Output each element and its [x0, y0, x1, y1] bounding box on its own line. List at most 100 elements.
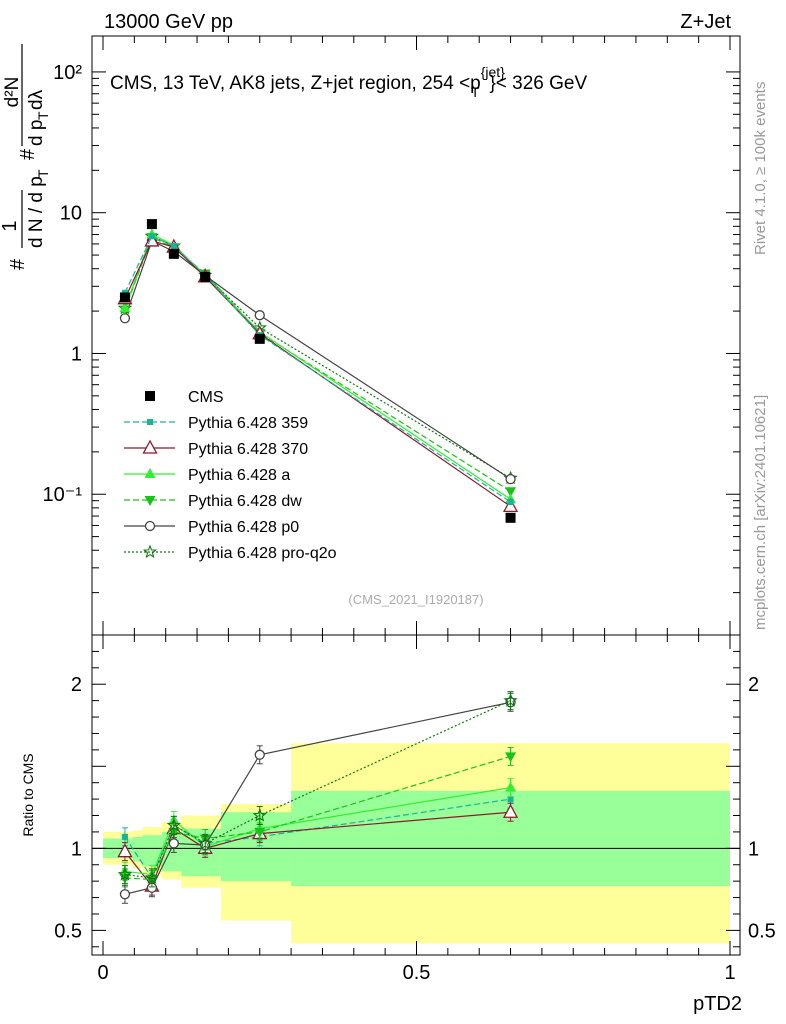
svg-text:#: # — [7, 258, 29, 270]
legend-label-a: Pythia 6.428 a — [188, 467, 290, 484]
svg-text:T: T — [35, 169, 51, 178]
svg-text:dλ: dλ — [26, 89, 47, 110]
series-p0 — [119, 235, 516, 485]
ratio-plot: 0 0.5 1 0.5 0.5 1 1 2 2 Ratio to CMS pTD2 — [20, 634, 776, 1015]
mcplots-label: mcplots.cern.ch [arXiv:2401.10621] — [752, 395, 769, 630]
ratio-y-tick-label-1: 1 — [71, 838, 82, 860]
series-p370 — [117, 232, 519, 513]
svg-text:d N / d p: d N / d p — [26, 176, 47, 248]
ratio-line-a — [124, 787, 511, 876]
ratio-y-tick-label-right-0: 0.5 — [748, 920, 776, 942]
ratio-point-a-5 — [505, 781, 517, 792]
point-p0-5 — [505, 473, 516, 485]
series-dw — [119, 233, 517, 498]
legend-marker-proq2o — [142, 544, 158, 559]
legend-label-p370: Pythia 6.428 370 — [188, 441, 308, 458]
main-y-tick-label-0: 10⁻¹ — [43, 484, 83, 506]
ratio-point-p0-4 — [254, 749, 265, 760]
point-data-0 — [119, 292, 130, 303]
ratio-point-p0-2 — [168, 838, 180, 849]
legend-item-proq2o: Pythia 6.428 pro-q2o — [124, 544, 337, 562]
ratio-point-dw-5 — [505, 752, 517, 763]
ratio-point-proq2o-5 — [503, 693, 518, 707]
legend-marker-dw — [144, 496, 156, 506]
point-p0-4 — [254, 310, 265, 321]
legend-marker-p0 — [144, 520, 156, 532]
main-plot: 10⁻¹ 1 10 10² CMS Pythia 6.428 359 Pythia 6.4… — [0, 35, 741, 636]
ratio-line-dw — [124, 755, 511, 881]
point-p370-5 — [502, 498, 519, 513]
legend-marker-data — [145, 391, 155, 401]
legend-label-data: CMS — [188, 389, 224, 406]
x-axis-label: pTD2 — [693, 993, 742, 1015]
legend-item-dw: Pythia 6.428 dw — [124, 493, 302, 510]
ratio-y-tick-label-0: 0.5 — [54, 920, 82, 942]
ratio-point-p359-0 — [121, 833, 128, 840]
legend-marker-a — [144, 468, 156, 478]
legend-label-p359: Pythia 6.428 359 — [188, 415, 308, 432]
point-data-2 — [168, 248, 179, 259]
main-y-tick-label-1: 1 — [71, 343, 82, 365]
svg-text:#: # — [17, 148, 39, 160]
legend-item-a: Pythia 6.428 a — [124, 467, 290, 484]
ratio-point-p0-0 — [119, 889, 131, 900]
main-y-tick-label-3: 10² — [53, 62, 82, 84]
legend-label-dw: Pythia 6.428 dw — [188, 493, 302, 510]
ratio-point-proq2o-3 — [198, 835, 213, 850]
point-a-0 — [119, 302, 131, 313]
legend-item-data: CMS — [145, 389, 224, 406]
rivet-label: Rivet 4.1.0, ≥ 100k events — [752, 82, 769, 255]
main-ylabel: # 1 d N / d p T # d²N d p T dλ — [0, 44, 51, 270]
band-inner-5 — [220, 812, 292, 882]
ratio-point-proq2o-1 — [144, 870, 160, 884]
band-inner-1 — [132, 836, 143, 862]
point-data-3 — [200, 271, 211, 282]
ratio-point-proq2o-0 — [117, 867, 133, 881]
band-inner-2 — [142, 835, 162, 867]
point-p359-2 — [170, 243, 177, 250]
ratio-point-proq2o-2 — [166, 817, 182, 832]
point-data-4 — [254, 333, 265, 344]
ratio-point-p370-5 — [502, 803, 519, 818]
header-left: 13000 GeV pp — [104, 11, 233, 33]
line-p370 — [124, 240, 511, 507]
svg-text:T: T — [35, 111, 51, 120]
x-tick-label-1: 0.5 — [403, 962, 431, 984]
line-p0 — [124, 240, 511, 480]
ratio-point-dw-4 — [254, 827, 266, 838]
ratio-series-proq2o — [117, 691, 518, 888]
series-a — [119, 228, 517, 504]
legend-item-p359: Pythia 6.428 359 — [124, 415, 308, 432]
main-title: CMS, 13 TeV, AK8 jets, Z+jet region, 254… — [110, 64, 587, 100]
reference-label: (CMS_2021_I1920187) — [348, 592, 483, 607]
ratio-point-p370-0 — [117, 843, 133, 858]
legend-item-p0: Pythia 6.428 p0 — [124, 519, 299, 536]
point-p359-1 — [148, 233, 155, 240]
legend: CMS Pythia 6.428 359 Pythia 6.428 370 Pythi… — [124, 389, 337, 562]
svg-text:d p: d p — [26, 120, 47, 146]
ratio-point-p359-5 — [507, 796, 514, 803]
point-p359-5 — [507, 499, 514, 506]
x-tick-label-2: 1 — [724, 962, 735, 984]
line-a — [124, 233, 511, 500]
main-y-tick-label-2: 10 — [60, 203, 82, 225]
ratio-y-tick-label-2: 2 — [71, 674, 82, 696]
ratio-y-tick-label-right-2: 2 — [748, 674, 759, 696]
svg-text:d²N: d²N — [2, 77, 23, 108]
ratio-point-proq2o-4 — [252, 808, 267, 822]
legend-label-p0: Pythia 6.428 p0 — [188, 519, 299, 536]
ratio-y-tick-label-right-1: 1 — [748, 838, 759, 860]
legend-marker-p370 — [142, 439, 158, 454]
line-dw — [124, 236, 511, 492]
point-dw-5 — [505, 487, 517, 498]
ratio-ylabel: Ratio to CMS — [20, 753, 36, 836]
point-data-1 — [146, 219, 157, 230]
ratio-line-p370 — [124, 811, 511, 888]
header-right: Z+Jet — [680, 11, 731, 33]
series-data — [119, 219, 516, 523]
legend-marker-p359 — [147, 419, 153, 425]
legend-label-proq2o: Pythia 6.428 pro-q2o — [188, 545, 337, 562]
legend-item-p370: Pythia 6.428 370 — [124, 439, 308, 458]
series-proq2o — [117, 228, 518, 485]
